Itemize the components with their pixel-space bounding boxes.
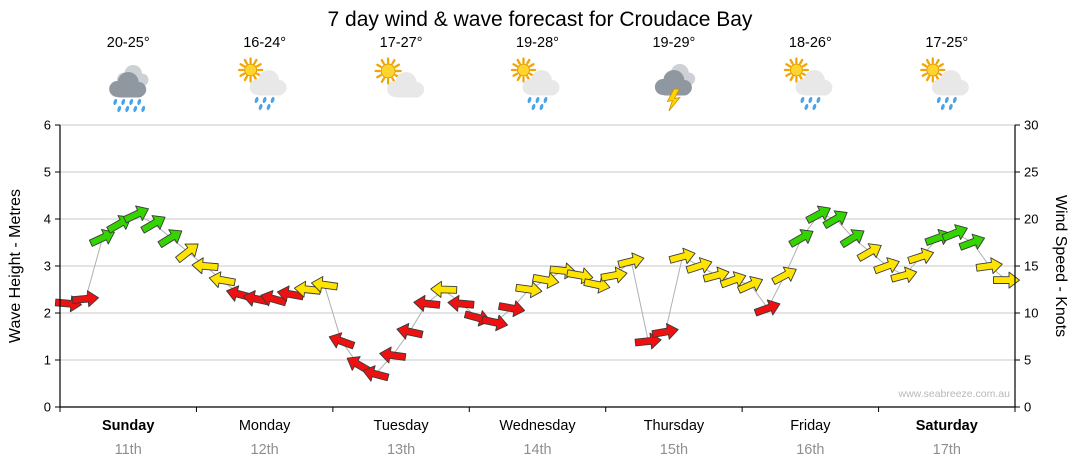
wind-arrow bbox=[362, 365, 390, 382]
wind-arrow bbox=[498, 300, 526, 318]
wind-arrow bbox=[123, 205, 149, 224]
day-name: Tuesday bbox=[374, 418, 430, 434]
right-tick-label: 25 bbox=[1024, 165, 1038, 180]
wind-arrow bbox=[941, 224, 968, 242]
wind-arrow bbox=[430, 280, 458, 298]
left-tick-label: 4 bbox=[44, 212, 51, 227]
wind-arrow bbox=[447, 294, 475, 312]
day-date: 14th bbox=[523, 442, 551, 458]
day-temp-range: 19-28° bbox=[516, 35, 559, 51]
watermark: www.seabreeze.com.au bbox=[898, 388, 1010, 400]
left-tick-label: 6 bbox=[44, 118, 51, 133]
right-tick-label: 10 bbox=[1024, 306, 1038, 321]
wind-arrow bbox=[907, 247, 935, 265]
day-name: Wednesday bbox=[499, 418, 576, 434]
day-name: Friday bbox=[790, 418, 831, 434]
weather-icon-sun-cloudy bbox=[374, 57, 425, 98]
right-tick-label: 30 bbox=[1024, 118, 1038, 133]
left-tick-label: 2 bbox=[44, 306, 51, 321]
wind-arrow bbox=[873, 257, 900, 275]
wind-arrow bbox=[515, 281, 543, 299]
day-date: 13th bbox=[387, 442, 415, 458]
day-name: Sunday bbox=[102, 418, 154, 434]
right-axis-label: Wind Speed - Knots bbox=[1052, 194, 1069, 338]
wind-arrow bbox=[958, 233, 986, 251]
right-tick-label: 5 bbox=[1024, 353, 1031, 368]
wind-arrow bbox=[822, 210, 848, 229]
weather-icon-sun-shower bbox=[510, 57, 560, 111]
wind-arrow bbox=[839, 229, 865, 249]
weather-icon-sun-shower bbox=[237, 57, 287, 111]
day-footers: Sunday 11th Monday 12th Tuesday 13th Wednesday… bbox=[102, 418, 978, 458]
day-temp-range: 17-27° bbox=[380, 35, 423, 51]
wind-arrow bbox=[481, 314, 509, 332]
day-name: Saturday bbox=[916, 418, 978, 434]
day-date: 16th bbox=[796, 442, 824, 458]
day-headers: 20-25° 16-24° 17-27° 19-28° 19-29° 18-26° 17-2… bbox=[107, 35, 969, 113]
weather-icon-sun-shower bbox=[783, 57, 833, 111]
axes: 0 1 2 3 4 5 6 0 5 10 15 20 25 30 bbox=[44, 118, 1039, 415]
right-tick-label: 15 bbox=[1024, 259, 1038, 274]
wind-arrow bbox=[890, 266, 918, 283]
wind-arrow bbox=[175, 243, 199, 264]
weather-icon-sun-shower bbox=[920, 57, 969, 111]
day-date: 11th bbox=[115, 442, 142, 458]
day-temp-range: 16-24° bbox=[243, 35, 286, 51]
wind-arrow bbox=[396, 323, 424, 340]
wind-arrow bbox=[771, 266, 797, 285]
wind-arrow bbox=[88, 229, 115, 247]
day-date: 17th bbox=[933, 442, 961, 458]
wind-arrow bbox=[617, 252, 645, 269]
day-name: Thursday bbox=[644, 418, 705, 434]
weather-icon-rain-heavy bbox=[109, 64, 149, 113]
left-axis-label: Wave Height - Metres bbox=[7, 188, 24, 344]
wind-arrow bbox=[328, 332, 356, 350]
day-temp-range: 18-26° bbox=[789, 35, 832, 51]
wind-arrow bbox=[993, 271, 1020, 289]
wind-arrow bbox=[310, 276, 339, 293]
wind-arrow bbox=[719, 271, 747, 289]
wind-arrow bbox=[600, 266, 628, 284]
wind-arrow bbox=[583, 277, 611, 294]
left-tick-label: 1 bbox=[44, 353, 51, 368]
wind-arrow bbox=[685, 257, 713, 274]
wind-arrow bbox=[532, 272, 560, 289]
weather-icon-storm bbox=[654, 63, 696, 112]
wind-arrows bbox=[54, 205, 1020, 382]
wind-arrow bbox=[736, 276, 764, 294]
chart-title: 7 day wind & wave forecast for Croudace … bbox=[327, 8, 753, 31]
wind-arrow bbox=[157, 229, 183, 249]
right-tick-label: 20 bbox=[1024, 212, 1038, 227]
wind-arrow bbox=[379, 346, 407, 364]
left-tick-label: 5 bbox=[44, 165, 51, 180]
wind-arrow bbox=[753, 299, 781, 317]
wind-arrow bbox=[788, 229, 814, 248]
gridlines bbox=[60, 124, 1015, 361]
day-name: Monday bbox=[239, 418, 291, 434]
wind-arrow bbox=[191, 257, 219, 275]
left-tick-label: 0 bbox=[44, 400, 51, 415]
wind-arrow bbox=[140, 215, 166, 234]
day-temp-range: 19-29° bbox=[652, 35, 695, 51]
wind-arrow bbox=[856, 243, 882, 262]
left-tick-label: 3 bbox=[44, 259, 51, 274]
wind-arrow bbox=[71, 290, 100, 308]
day-date: 12th bbox=[251, 442, 279, 458]
wind-arrow bbox=[975, 257, 1003, 275]
wind-arrow bbox=[413, 294, 441, 312]
day-date: 15th bbox=[660, 442, 688, 458]
right-tick-label: 0 bbox=[1024, 400, 1031, 415]
wind-arrow bbox=[208, 271, 236, 288]
wind-arrow bbox=[651, 323, 679, 340]
wind-arrow bbox=[702, 266, 730, 283]
day-temp-range: 20-25° bbox=[107, 35, 150, 51]
wind-arrow bbox=[668, 247, 696, 265]
day-temp-range: 17-25° bbox=[925, 35, 968, 51]
wind-arrow bbox=[805, 205, 831, 224]
